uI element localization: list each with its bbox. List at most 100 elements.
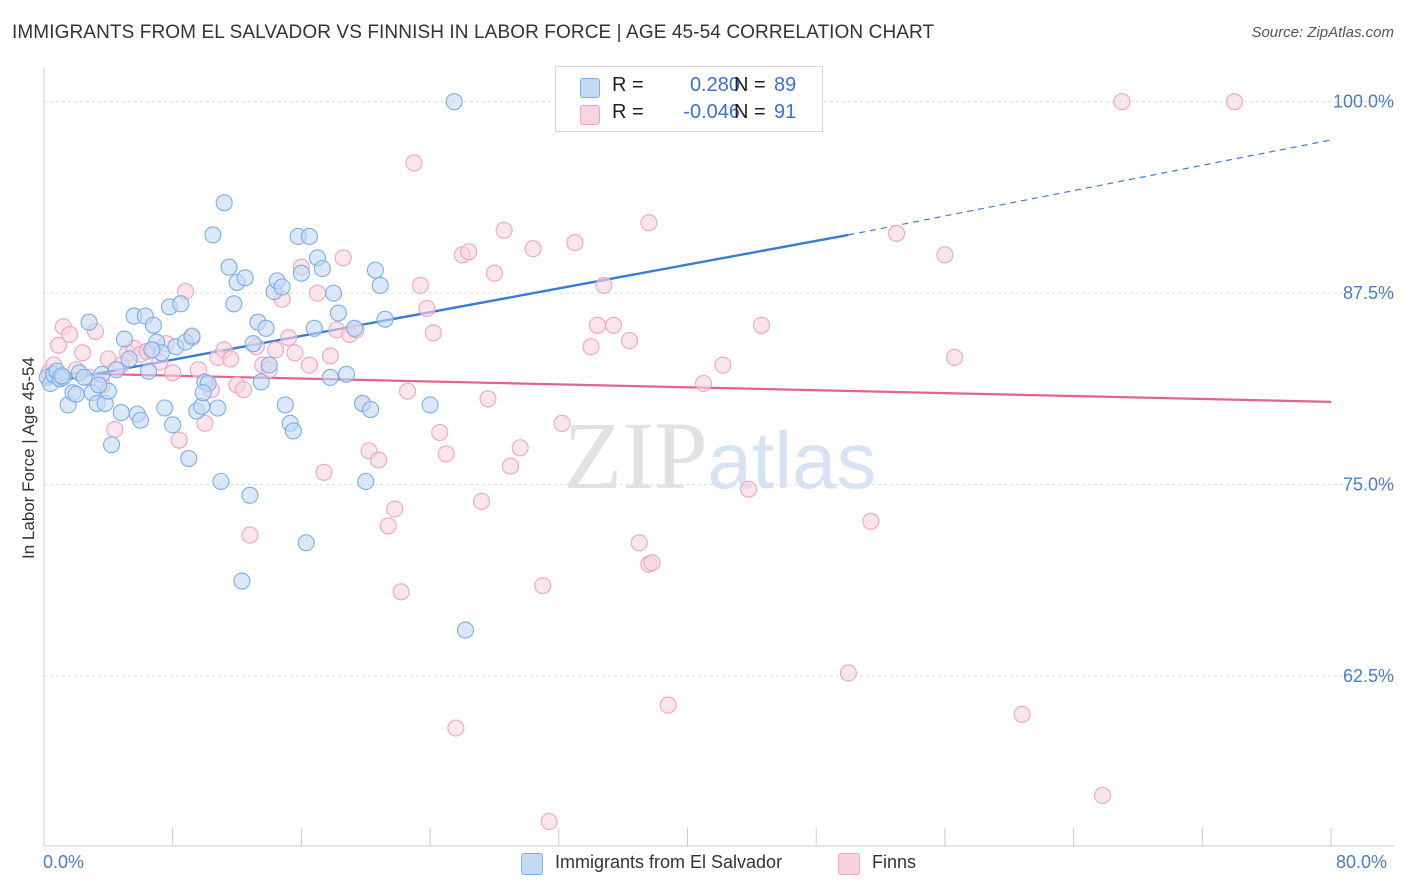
- legend-n-value: 91: [774, 101, 797, 123]
- axes: [43, 68, 1394, 847]
- point-finns: [1013, 705, 1031, 723]
- point-finns: [630, 534, 648, 552]
- point-el-salvador: [53, 367, 71, 385]
- point-finns: [1225, 93, 1244, 111]
- point-el-salvador: [345, 319, 364, 337]
- point-el-salvador: [236, 269, 254, 287]
- point-el-salvador: [276, 396, 294, 414]
- y-tick-labels: 100.0% 87.5% 75.0% 62.5%: [1333, 92, 1394, 686]
- point-finns: [473, 492, 491, 510]
- point-finns: [424, 324, 442, 342]
- y-tick-label: 75.0%: [1343, 475, 1394, 495]
- point-el-salvador: [366, 261, 384, 279]
- y-tick-label: 62.5%: [1343, 666, 1394, 686]
- point-finns: [695, 374, 713, 393]
- watermark-atlas: atlas: [708, 416, 877, 505]
- series-el-salvador-points: [38, 93, 753, 639]
- point-el-salvador: [143, 341, 161, 359]
- point-finns: [234, 381, 253, 399]
- point-finns: [418, 299, 436, 317]
- point-finns: [392, 583, 410, 601]
- point-el-salvador: [305, 319, 323, 337]
- point-el-salvador: [115, 330, 133, 348]
- point-finns: [495, 221, 513, 239]
- point-finns: [437, 445, 455, 463]
- point-finns: [714, 356, 732, 374]
- point-finns: [566, 234, 584, 252]
- point-finns: [170, 431, 188, 449]
- point-finns: [61, 325, 79, 344]
- point-el-salvador: [371, 276, 389, 295]
- point-el-salvador: [144, 316, 162, 334]
- point-finns: [511, 439, 529, 457]
- point-el-salvador: [112, 404, 130, 422]
- x-tick-label-min: 0.0%: [43, 852, 85, 872]
- legend-r-label: R =: [612, 74, 644, 96]
- point-el-salvador: [321, 368, 339, 386]
- point-finns: [267, 341, 285, 359]
- point-el-salvador: [194, 384, 212, 402]
- point-el-salvador: [204, 226, 222, 244]
- point-finns: [752, 316, 771, 334]
- point-el-salvador: [241, 486, 259, 504]
- point-el-salvador: [297, 534, 315, 552]
- point-el-salvador: [75, 368, 93, 386]
- point-el-salvador: [131, 411, 150, 429]
- point-el-salvador: [90, 376, 108, 394]
- point-el-salvador: [107, 361, 125, 379]
- point-finns: [479, 390, 497, 408]
- legend-swatch-el-salvador: [580, 78, 600, 98]
- point-el-salvador: [284, 422, 302, 440]
- point-finns: [588, 316, 606, 334]
- point-finns: [279, 328, 298, 347]
- point-finns: [604, 316, 623, 334]
- point-el-salvador: [80, 313, 98, 331]
- point-el-salvador: [260, 356, 278, 374]
- watermark: ZIPatlas: [564, 402, 877, 509]
- point-el-salvador: [120, 350, 138, 368]
- point-el-salvador: [300, 227, 318, 246]
- point-finns: [595, 276, 613, 295]
- point-el-salvador: [292, 264, 310, 282]
- point-finns: [460, 243, 478, 261]
- point-finns: [106, 420, 124, 438]
- point-finns: [196, 414, 214, 432]
- point-el-salvador: [325, 284, 343, 302]
- point-finns: [386, 500, 404, 518]
- watermark-zip: ZIP: [564, 402, 708, 509]
- point-finns: [431, 423, 449, 442]
- y-axis-title: In Labor Force | Age 45-54: [19, 357, 38, 559]
- point-finns: [399, 382, 417, 400]
- point-el-salvador: [257, 319, 275, 337]
- point-el-salvador: [313, 260, 331, 278]
- legend-swatch-finns: [580, 105, 600, 125]
- point-finns: [534, 577, 552, 595]
- source-credit: Source: ZipAtlas.com: [1251, 24, 1394, 41]
- legend-r-value: 0.280: [689, 74, 740, 96]
- legend-n-value: 89: [774, 74, 797, 96]
- point-finns: [839, 664, 857, 682]
- point-finns: [946, 348, 964, 367]
- point-finns: [315, 463, 333, 481]
- point-finns: [888, 224, 906, 242]
- point-el-salvador: [67, 385, 85, 403]
- point-el-salvador: [273, 278, 291, 296]
- point-finns: [241, 526, 259, 544]
- point-el-salvador: [456, 621, 475, 639]
- point-el-salvador: [337, 365, 355, 383]
- point-finns: [659, 696, 677, 714]
- point-el-salvador: [233, 572, 251, 590]
- point-finns: [553, 414, 571, 432]
- point-finns: [411, 276, 429, 295]
- point-el-salvador: [252, 373, 270, 391]
- y-tick-label: 87.5%: [1343, 283, 1394, 303]
- point-el-salvador: [215, 194, 233, 212]
- point-finns: [300, 356, 318, 374]
- legend-n-label: N =: [734, 74, 766, 96]
- point-finns: [49, 336, 68, 354]
- point-el-salvador: [220, 258, 238, 276]
- trend-line-el-salvador-extension: [848, 139, 1332, 236]
- y-tick-label: 100.0%: [1333, 92, 1394, 112]
- point-finns: [501, 457, 520, 475]
